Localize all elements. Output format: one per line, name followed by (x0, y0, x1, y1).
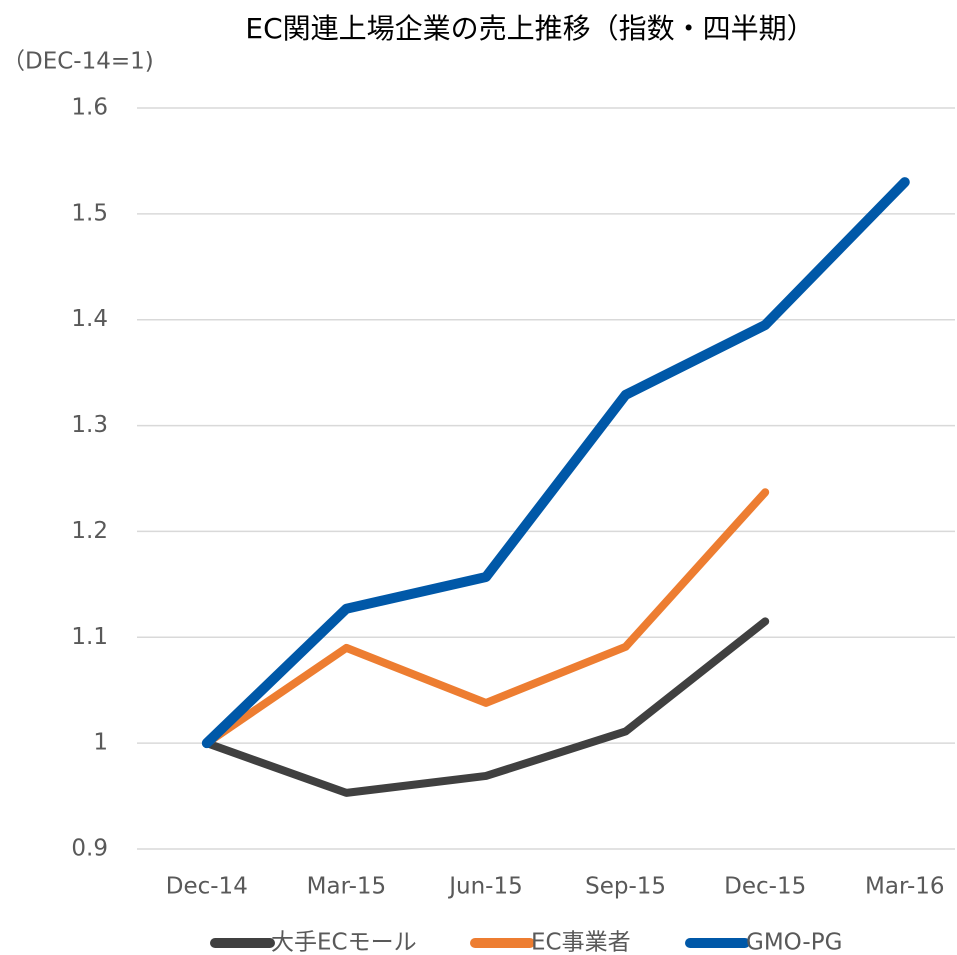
legend-label: 大手ECモール (271, 930, 417, 955)
y-tick-label: 1 (93, 730, 108, 756)
y-tick-label: 0.9 (71, 836, 108, 862)
y-tick-label: 1.4 (71, 306, 108, 332)
x-tick-label: Mar-15 (307, 874, 387, 900)
x-tick-label: Dec-14 (166, 874, 248, 900)
y-tick-label: 1.2 (71, 518, 108, 544)
x-tick-label: Dec-15 (724, 874, 806, 900)
line-series (202, 617, 770, 797)
chart-title: EC関連上場企業の売上推移（指数・四半期） (245, 12, 814, 45)
x-tick-label: Mar-16 (865, 874, 945, 900)
y-axis-label: （DEC-14=1) (2, 49, 154, 75)
line-series (202, 488, 770, 748)
legend-label: GMO-PG (746, 930, 842, 955)
y-tick-label: 1.3 (71, 412, 108, 438)
y-tick-label: 1.1 (71, 624, 108, 650)
legend-label: EC事業者 (531, 930, 631, 955)
line-series (201, 177, 910, 749)
x-tick-label: Jun-15 (447, 874, 523, 900)
y-tick-label: 1.5 (71, 200, 108, 226)
y-tick-label: 1.6 (71, 95, 108, 121)
x-tick-label: Sep-15 (585, 874, 666, 900)
